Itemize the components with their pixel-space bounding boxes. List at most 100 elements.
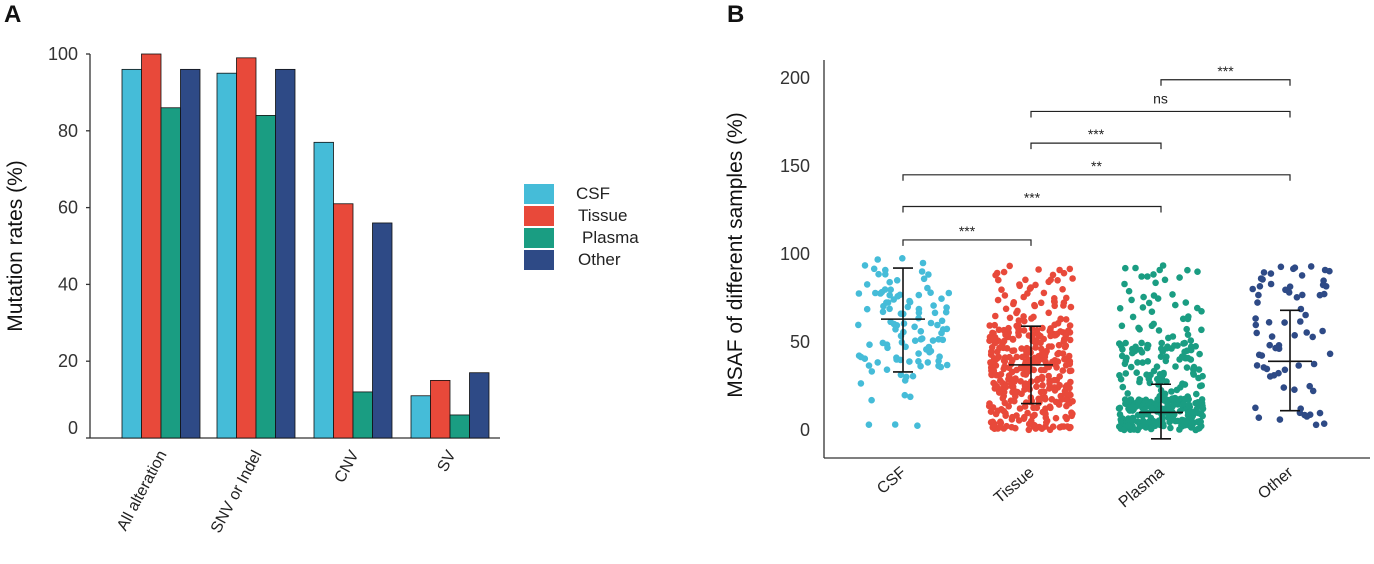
- point-tissue: [1062, 316, 1070, 323]
- panel-b-y-tick-label: 150: [780, 156, 810, 176]
- point-plasma: [1128, 296, 1135, 304]
- point-plasma: [1116, 340, 1123, 347]
- point-plasma: [1193, 390, 1200, 398]
- point-tissue: [1009, 413, 1016, 421]
- bar-tissue-2: [333, 203, 354, 439]
- panel-b-scatter-chart: 0 50 100 150 200 MSAF of different samples (…: [724, 60, 1370, 511]
- point-csf: [863, 305, 871, 313]
- point-tissue: [1025, 420, 1033, 428]
- point-plasma: [1145, 299, 1153, 307]
- point-csf: [915, 291, 923, 299]
- significance-label: ***: [1217, 63, 1234, 79]
- point-plasma: [1168, 388, 1175, 395]
- point-plasma: [1116, 411, 1124, 418]
- point-tissue: [1037, 299, 1045, 307]
- panel-a-y-ticks: 0 20 40 60 80 100: [48, 44, 90, 439]
- point-other: [1299, 291, 1306, 299]
- bar-other-0: [180, 68, 201, 439]
- point-csf: [915, 305, 923, 313]
- significance-label: ***: [959, 223, 976, 239]
- point-plasma: [1138, 349, 1146, 356]
- point-plasma: [1163, 378, 1170, 385]
- point-tissue: [1005, 372, 1013, 379]
- point-other: [1322, 283, 1330, 290]
- point-plasma: [1144, 273, 1151, 280]
- point-csf: [897, 356, 904, 364]
- point-plasma: [1199, 372, 1206, 380]
- point-tissue: [997, 371, 1005, 378]
- point-plasma: [1124, 390, 1131, 397]
- point-csf: [927, 289, 934, 297]
- point-tissue: [1051, 376, 1058, 384]
- point-tissue: [993, 382, 1000, 390]
- point-plasma: [1117, 375, 1125, 383]
- point-tissue: [1061, 335, 1068, 343]
- point-tissue: [1013, 366, 1020, 374]
- point-tissue: [1048, 343, 1055, 350]
- point-tissue: [1038, 425, 1046, 433]
- point-csf: [919, 259, 927, 267]
- point-tissue: [1009, 336, 1017, 343]
- point-plasma: [1196, 350, 1203, 358]
- point-plasma: [1165, 334, 1172, 342]
- point-other: [1275, 369, 1282, 377]
- point-plasma: [1134, 359, 1141, 366]
- point-tissue: [990, 422, 998, 429]
- point-tissue: [994, 296, 1002, 304]
- point-csf: [883, 341, 891, 349]
- point-plasma: [1142, 396, 1150, 404]
- point-tissue: [1033, 383, 1040, 391]
- point-tissue: [1008, 379, 1015, 387]
- point-plasma: [1116, 305, 1124, 312]
- point-tissue: [1026, 386, 1033, 393]
- point-csf: [887, 286, 894, 294]
- point-plasma: [1136, 378, 1143, 386]
- point-tissue: [996, 389, 1003, 396]
- point-tissue: [1020, 293, 1027, 301]
- bar-other-3: [469, 372, 490, 439]
- point-tissue: [1066, 336, 1074, 344]
- point-tissue: [1040, 350, 1048, 358]
- point-plasma: [1155, 327, 1163, 334]
- point-csf: [865, 362, 873, 369]
- point-csf: [906, 297, 913, 305]
- point-plasma: [1178, 353, 1186, 360]
- point-tissue: [1026, 346, 1033, 353]
- point-plasma: [1125, 287, 1133, 295]
- point-other: [1280, 384, 1288, 391]
- panel-b-significance-brackets: ***********ns***: [902, 63, 1291, 246]
- point-csf: [901, 391, 909, 399]
- point-csf: [879, 308, 887, 316]
- legend-label-plasma: Plasma: [582, 228, 639, 247]
- point-csf: [899, 254, 906, 262]
- point-tissue: [1002, 331, 1009, 339]
- point-plasma: [1150, 292, 1158, 299]
- point-tissue: [1042, 405, 1049, 413]
- panel-b-y-tick-label: 100: [780, 244, 810, 264]
- point-tissue: [1037, 366, 1045, 374]
- point-csf: [863, 281, 871, 288]
- point-other: [1265, 319, 1273, 326]
- point-tissue: [1000, 337, 1008, 345]
- point-plasma: [1139, 304, 1147, 311]
- point-tissue: [1015, 325, 1022, 333]
- point-plasma: [1174, 396, 1182, 403]
- point-plasma: [1176, 426, 1183, 433]
- point-csf: [870, 265, 878, 273]
- point-tissue: [1006, 314, 1014, 322]
- point-csf: [855, 321, 862, 329]
- point-other: [1310, 360, 1318, 368]
- point-tissue: [1037, 339, 1044, 347]
- point-tissue: [1010, 300, 1017, 308]
- point-plasma: [1122, 370, 1130, 377]
- point-other: [1291, 386, 1298, 394]
- panel-a-y-tick-label: 40: [58, 274, 78, 294]
- point-plasma: [1174, 342, 1181, 349]
- panel-b-y-ticks: 0 50 100 150 200: [780, 68, 810, 440]
- point-plasma: [1198, 326, 1205, 334]
- point-other: [1266, 341, 1273, 349]
- point-csf: [929, 337, 937, 344]
- point-plasma: [1119, 383, 1127, 391]
- panel-b-axes: [823, 60, 1370, 459]
- point-tissue: [994, 354, 1002, 362]
